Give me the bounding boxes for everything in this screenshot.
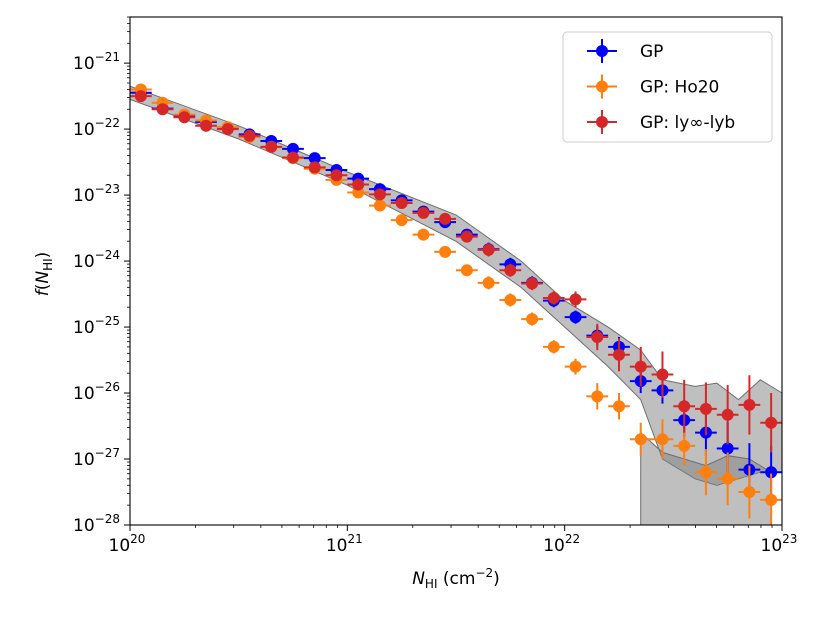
data-point [439, 212, 452, 225]
data-point [743, 486, 756, 499]
data-point [591, 390, 604, 403]
data-point [156, 103, 169, 116]
x-axis-label-main: N [412, 569, 425, 589]
data-point [373, 188, 386, 201]
data-point [591, 330, 604, 343]
y-tick-label: 10−24 [73, 248, 120, 272]
data-point [308, 161, 321, 174]
series-2 [130, 83, 782, 525]
data-point [678, 400, 691, 413]
data-point [699, 402, 712, 415]
data-point [460, 230, 473, 243]
data-point [634, 433, 647, 446]
data-point [569, 293, 582, 306]
series-layer [130, 83, 782, 525]
data-point [547, 340, 560, 353]
data-point [243, 129, 256, 142]
x-axis-ticks: 1020 1021 1022 1023 [109, 525, 798, 556]
x-axis-label: NHI (cm−2) [412, 566, 500, 591]
data-point [308, 152, 321, 165]
y-axis-label-paren-close: ) [33, 252, 53, 259]
y-tick-label: 10−26 [73, 380, 120, 404]
data-point [656, 368, 669, 381]
legend-marker [596, 116, 608, 128]
data-point [460, 264, 473, 277]
y-tick-label: 10−22 [73, 116, 120, 140]
y-axis-label: f(NHI) [33, 252, 55, 297]
data-point [547, 292, 560, 305]
data-point [526, 277, 539, 290]
legend-entry: GP: Ho20 [587, 74, 719, 99]
data-point [721, 408, 734, 421]
data-point [634, 360, 647, 373]
y-tick-label: 10−21 [73, 50, 120, 74]
data-point [482, 276, 495, 289]
data-point [330, 169, 343, 182]
y-axis-label-func: f [33, 287, 53, 296]
data-point [721, 442, 734, 455]
data-point [287, 142, 299, 155]
legend-entry: GP: ly∞-lyb [587, 110, 735, 134]
data-point [134, 90, 147, 103]
data-point [765, 493, 778, 506]
data-point [265, 140, 278, 153]
data-point [526, 313, 539, 326]
data-point [504, 293, 517, 306]
legend-marker [596, 45, 608, 57]
data-point [417, 206, 430, 219]
data-point [678, 439, 691, 452]
data-point [287, 151, 299, 164]
data-point [504, 264, 517, 277]
data-point [765, 466, 778, 479]
data-point [743, 398, 756, 411]
y-axis-ticks: 10−21 10−22 10−23 10−24 10−25 10−26 10−27 10−28 [73, 16, 130, 536]
y-axis-label-paren-open: ( [33, 284, 53, 291]
legend-label: GP: ly∞-lyb [640, 113, 735, 133]
x-axis-label-sub: HI [425, 577, 438, 591]
x-tick-label: 1022 [543, 532, 580, 556]
x-axis-label-unit-post: ) [493, 569, 500, 589]
x-axis-label-unit-exp: −2 [475, 566, 493, 580]
x-tick-label: 1023 [761, 532, 798, 556]
data-point [352, 178, 365, 191]
x-tick-label: 1020 [109, 532, 146, 556]
series-3 [130, 90, 782, 453]
data-point [439, 245, 452, 258]
legend: GP GP: Ho20 GP: ly∞-lyb [562, 31, 773, 143]
y-axis-label-sub: HI [41, 258, 55, 271]
data-point [613, 400, 625, 413]
data-point [373, 199, 386, 212]
y-axis-label-main: N [33, 271, 53, 284]
data-point [482, 243, 495, 256]
legend-label: GP [640, 42, 663, 62]
data-point [721, 472, 734, 485]
data-point [417, 228, 430, 241]
data-point [613, 348, 625, 361]
data-point [765, 416, 778, 429]
legend-box [562, 31, 773, 143]
data-point [395, 197, 408, 210]
data-point [569, 311, 582, 324]
data-point [221, 123, 234, 136]
y-tick-label: 10−25 [73, 314, 120, 338]
y-tick-label: 10−23 [73, 182, 120, 206]
data-point [569, 360, 582, 373]
y-tick-label: 10−28 [73, 512, 120, 536]
data-point [178, 111, 191, 124]
data-point [395, 214, 408, 227]
legend-entry: GP [587, 39, 663, 63]
data-point [200, 119, 213, 132]
data-point [656, 433, 669, 446]
x-axis-label-unit-pre: (cm [437, 569, 475, 589]
legend-marker [596, 80, 608, 93]
data-point [699, 466, 712, 479]
y-tick-label: 10−27 [73, 446, 120, 470]
legend-entries: GP GP: Ho20 GP: ly∞-lyb [587, 39, 735, 134]
x-tick-label: 1021 [326, 532, 363, 556]
legend-label: GP: Ho20 [640, 78, 719, 98]
